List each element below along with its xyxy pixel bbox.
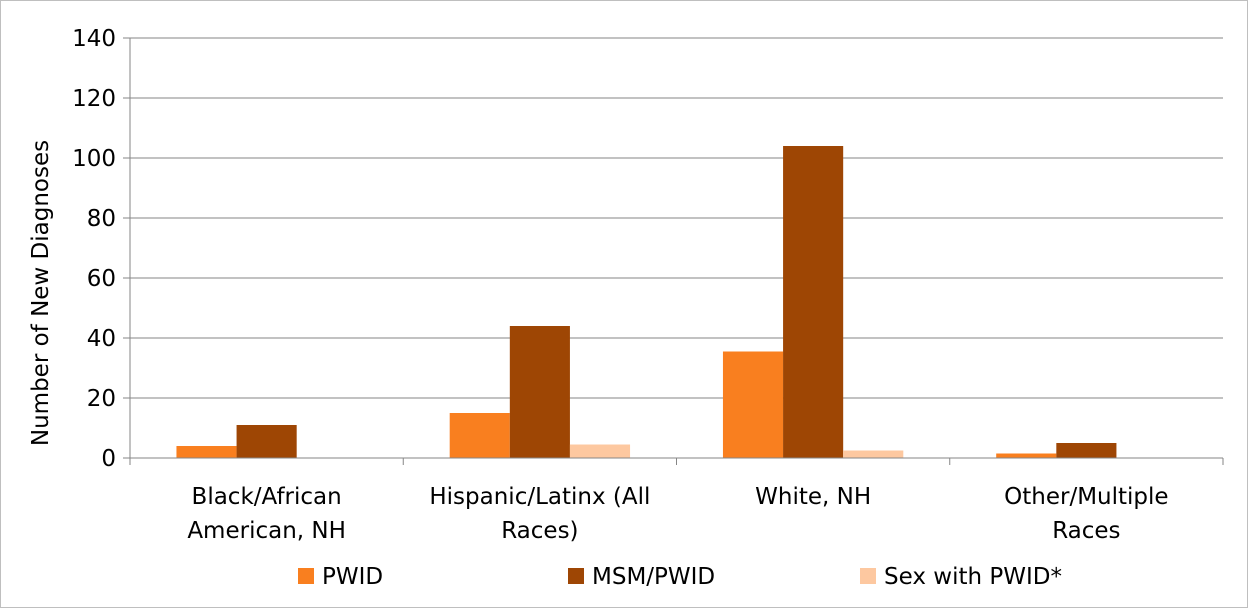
legend-label: Sex with PWID*: [884, 564, 1062, 590]
y-tick-label: 100: [72, 146, 116, 172]
bar-sex-with-pwid-1: [569, 444, 631, 458]
y-tick-label: 20: [87, 386, 116, 412]
y-tick-labels: 0 20 40 60 80 100 120 140: [72, 26, 116, 472]
legend-swatch: [568, 568, 584, 584]
bar-msm-pwid-0: [236, 425, 297, 458]
category-label: Hispanic/Latinx (All: [429, 484, 650, 510]
y-tick-label: 80: [87, 206, 116, 232]
category-label: Other/Multiple: [1004, 484, 1168, 510]
gridlines: [123, 37, 1223, 459]
category-label: Races: [1052, 518, 1120, 544]
axes: [129, 38, 1224, 465]
bar-msm-pwid-1: [509, 326, 570, 458]
bar-pwid-0: [176, 446, 237, 458]
bars: [176, 146, 1117, 458]
bar-msm-pwid-2: [783, 146, 844, 458]
bar-pwid-1: [449, 413, 510, 458]
bar-sex-with-pwid-2: [843, 450, 904, 458]
category-label: White, NH: [755, 484, 871, 510]
legend-swatch: [860, 568, 876, 584]
y-axis-label: Number of New Diagnoses: [28, 140, 54, 446]
category-label: Races): [501, 518, 578, 544]
legend-label: MSM/PWID: [592, 564, 715, 590]
category-label: Black/African: [192, 484, 342, 510]
y-tick-label: 60: [87, 266, 116, 292]
y-tick-label: 0: [101, 446, 116, 472]
y-tick-label: 140: [72, 26, 116, 52]
bar-msm-pwid-3: [1056, 443, 1117, 458]
category-labels: Black/African American, NH Hispanic/Latinx…: [187, 484, 1168, 544]
bar-pwid-2: [722, 351, 784, 458]
legend-swatch: [298, 568, 314, 584]
legend: PWID MSM/PWID Sex with PWID*: [298, 564, 1062, 590]
y-tick-label: 40: [87, 326, 116, 352]
category-label: American, NH: [187, 518, 346, 544]
legend-label: PWID: [322, 564, 383, 590]
bar-pwid-3: [996, 453, 1057, 458]
y-tick-label: 120: [72, 86, 116, 112]
